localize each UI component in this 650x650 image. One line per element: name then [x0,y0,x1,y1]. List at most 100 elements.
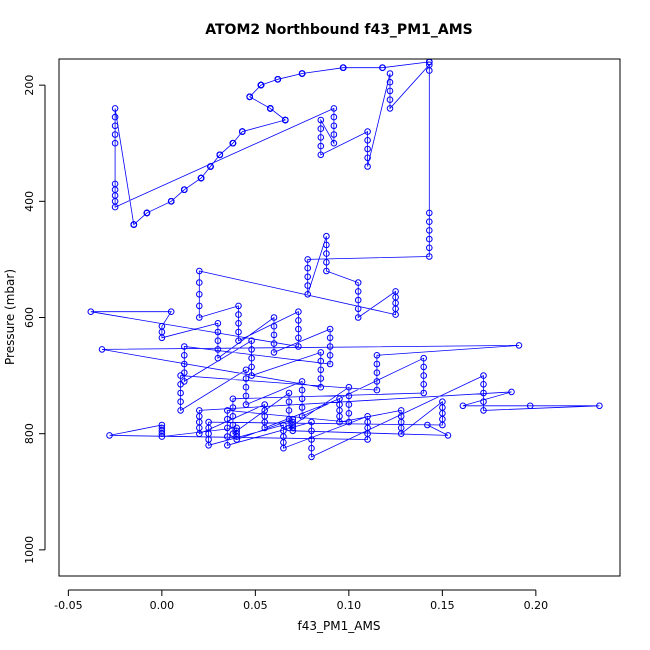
data-point [197,174,205,182]
data-point [317,375,325,382]
data-point [181,343,188,350]
data-point [235,328,242,336]
data-point [196,279,203,286]
data-point [246,93,253,101]
data-point [205,442,212,449]
y-axis-label: Pressure (mbar) [3,269,17,365]
data-point [298,395,306,403]
data-point [420,354,428,362]
data-point [214,346,222,353]
data-point [282,116,289,124]
axes-layer: -0.05 0.00 0.05 0.10 0.15 0.20 200 400 600 800 100… [23,75,548,612]
data-point [426,244,433,252]
data-point [426,253,433,260]
data-point [177,389,184,397]
data-point [308,418,315,426]
data-point [386,105,394,112]
data-point [158,430,166,438]
data-point [354,296,362,304]
data-point [267,105,274,112]
data-point [304,256,312,263]
data-point [87,308,95,316]
data-point [229,395,237,403]
data-point [354,314,362,321]
data-point [239,128,246,135]
data-point [459,402,467,410]
data-point [515,342,523,349]
data-point [106,432,113,439]
data-point [233,433,240,440]
data-point [295,317,302,324]
data-point [426,67,433,74]
data-point [326,343,334,350]
data-point [270,340,278,347]
data-point [181,186,188,193]
data-point [426,209,433,217]
data-point [207,163,214,170]
data-point [248,337,255,345]
data-point [364,137,371,144]
data-point [317,357,325,365]
chart-title: ATOM2 Northbound f43_PM1_AMS [205,22,472,38]
data-point [224,415,231,423]
data-point [295,343,302,350]
data-point [214,320,222,327]
data-point [248,363,255,371]
x-tick-label: 0.00 [150,599,175,612]
data-point [285,398,293,406]
data-point [354,305,362,313]
data-point [270,349,278,356]
data-point [214,337,222,345]
data-point [111,105,119,112]
data-point [304,264,312,272]
data-point [248,372,255,379]
data-point [364,163,371,170]
data-point [289,427,297,435]
y-tick-label: 800 [23,423,36,444]
data-point [196,314,203,321]
data-point [480,398,487,406]
data-point [270,314,278,321]
data-point [111,122,119,130]
data-point [317,366,325,374]
data-point [196,430,203,438]
data-point [323,267,330,275]
data-point [323,250,330,257]
data-point [242,401,250,408]
data-point [345,401,353,408]
data-point [326,334,334,342]
data-point [196,291,203,298]
data-point [270,322,278,330]
data-point [345,410,353,417]
data-point [270,331,278,339]
data-point [308,436,315,443]
data-point [364,154,371,162]
data-point [386,70,394,77]
data-point [326,360,334,368]
data-point [444,432,452,439]
data-point [242,383,250,391]
data-point [167,308,175,316]
data-point [308,453,315,461]
data-point [177,381,184,388]
data-point [308,444,315,452]
data-point [364,145,371,153]
data-point [336,418,343,426]
data-point [364,128,371,135]
data-point [177,398,184,406]
data-point [229,404,237,411]
data-point [111,203,119,211]
data-point [111,139,119,147]
data-point [158,433,166,440]
data-point [317,349,325,356]
data-point [480,389,487,397]
data-point [177,372,184,379]
y-tick-label: 200 [23,75,36,96]
data-point [420,389,428,397]
data-point [392,311,399,318]
data-point [354,288,362,295]
data-point [298,386,306,394]
data-point [298,404,306,411]
y-tick-label: 600 [23,307,36,328]
